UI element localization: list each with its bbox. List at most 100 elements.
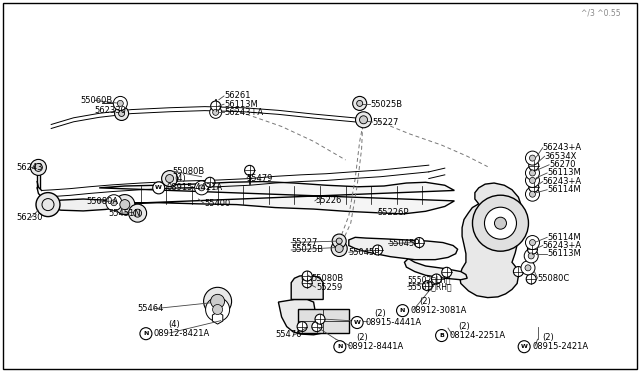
Text: 55226: 55226 xyxy=(315,196,341,205)
Polygon shape xyxy=(404,259,467,280)
Text: 55400: 55400 xyxy=(205,199,231,208)
Circle shape xyxy=(525,151,540,165)
Text: W: W xyxy=(354,320,360,325)
Text: 56243+A: 56243+A xyxy=(543,143,582,152)
Text: W: W xyxy=(521,344,527,349)
Circle shape xyxy=(212,305,223,314)
Circle shape xyxy=(211,294,225,308)
Polygon shape xyxy=(278,299,326,335)
Text: 08915-4421A: 08915-4421A xyxy=(166,183,223,192)
Circle shape xyxy=(334,341,346,353)
Text: (2): (2) xyxy=(458,322,470,331)
Circle shape xyxy=(211,101,221,111)
Circle shape xyxy=(205,298,230,321)
Text: (2): (2) xyxy=(374,309,385,318)
Circle shape xyxy=(120,200,130,209)
Text: (2): (2) xyxy=(356,333,368,342)
Circle shape xyxy=(129,204,147,222)
Circle shape xyxy=(525,173,540,187)
Text: 08915-4441A: 08915-4441A xyxy=(365,318,421,327)
Circle shape xyxy=(529,240,536,246)
Text: (4): (4) xyxy=(175,174,186,183)
Bar xyxy=(298,309,349,333)
Circle shape xyxy=(525,235,540,250)
Text: (2): (2) xyxy=(543,333,554,342)
Circle shape xyxy=(31,159,46,176)
Circle shape xyxy=(117,100,124,106)
Circle shape xyxy=(356,112,371,128)
Circle shape xyxy=(205,177,215,187)
Polygon shape xyxy=(212,312,223,324)
Circle shape xyxy=(115,106,129,121)
Circle shape xyxy=(115,195,135,215)
Circle shape xyxy=(528,253,534,259)
Circle shape xyxy=(302,278,312,288)
Circle shape xyxy=(527,244,538,254)
Text: 55080A: 55080A xyxy=(86,198,118,206)
Text: 56114M: 56114M xyxy=(547,233,581,242)
Text: 55502（LH）: 55502（LH） xyxy=(408,275,451,284)
Text: 55045P: 55045P xyxy=(388,239,420,248)
Text: 08912-3081A: 08912-3081A xyxy=(411,306,467,315)
Circle shape xyxy=(332,240,348,257)
Circle shape xyxy=(113,96,127,110)
Circle shape xyxy=(198,185,205,191)
Circle shape xyxy=(302,271,312,281)
Text: 56113M: 56113M xyxy=(547,249,581,258)
Text: 55476: 55476 xyxy=(275,330,301,339)
Text: 55060B: 55060B xyxy=(81,96,113,105)
Text: ^/3 ^0.55: ^/3 ^0.55 xyxy=(581,9,621,17)
Text: 55259: 55259 xyxy=(316,283,342,292)
Circle shape xyxy=(472,195,529,251)
Circle shape xyxy=(526,274,536,284)
Circle shape xyxy=(140,328,152,340)
Text: W: W xyxy=(156,185,162,190)
Polygon shape xyxy=(48,199,125,211)
Text: 36534X: 36534X xyxy=(545,152,577,161)
Text: N: N xyxy=(400,308,405,313)
Text: 55479: 55479 xyxy=(246,174,273,183)
Text: 08124-2251A: 08124-2251A xyxy=(449,331,506,340)
Text: 55451N: 55451N xyxy=(109,209,141,218)
Circle shape xyxy=(397,305,408,317)
Text: 56270: 56270 xyxy=(549,160,575,169)
Circle shape xyxy=(525,166,540,180)
Text: 55226P: 55226P xyxy=(378,208,409,217)
Text: 08912-8441A: 08912-8441A xyxy=(348,342,404,351)
Circle shape xyxy=(35,163,42,171)
Circle shape xyxy=(42,199,54,211)
Circle shape xyxy=(118,110,125,116)
Circle shape xyxy=(524,249,538,263)
Circle shape xyxy=(335,244,343,253)
Circle shape xyxy=(332,234,346,248)
Text: 56230: 56230 xyxy=(16,213,42,222)
Circle shape xyxy=(153,182,164,194)
Circle shape xyxy=(436,330,447,341)
Circle shape xyxy=(360,116,367,124)
Circle shape xyxy=(484,207,516,239)
Circle shape xyxy=(210,106,221,118)
Text: 56114M: 56114M xyxy=(547,185,581,194)
Text: 56243: 56243 xyxy=(16,163,42,172)
Text: 55025B: 55025B xyxy=(370,100,402,109)
Text: 55080C: 55080C xyxy=(538,274,570,283)
Circle shape xyxy=(442,267,452,277)
Circle shape xyxy=(529,182,539,192)
Text: 56243+A: 56243+A xyxy=(543,177,582,186)
Circle shape xyxy=(529,155,536,161)
Circle shape xyxy=(372,245,383,255)
Circle shape xyxy=(529,191,536,197)
Circle shape xyxy=(312,322,322,331)
Text: 56243+A: 56243+A xyxy=(224,108,263,117)
Text: 55080B: 55080B xyxy=(173,167,205,176)
Text: 55464: 55464 xyxy=(138,304,164,313)
Polygon shape xyxy=(291,275,323,299)
Text: 55045P: 55045P xyxy=(349,248,380,257)
Text: N: N xyxy=(337,344,342,349)
Circle shape xyxy=(525,187,540,201)
Circle shape xyxy=(36,193,60,217)
Circle shape xyxy=(495,217,506,229)
Text: 56113M: 56113M xyxy=(224,100,258,109)
Circle shape xyxy=(513,267,524,276)
Circle shape xyxy=(529,161,539,170)
